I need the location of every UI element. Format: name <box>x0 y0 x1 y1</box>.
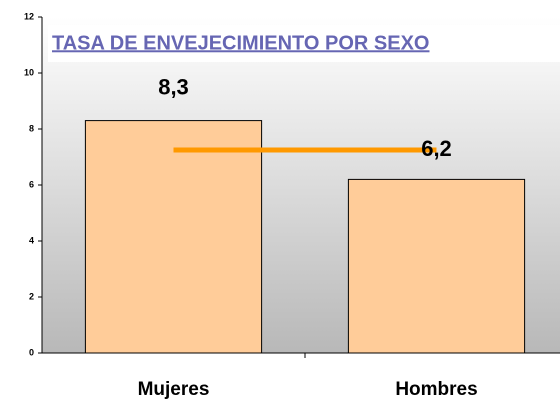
value-label: 6,2 <box>421 136 452 161</box>
value-label: 8,3 <box>158 74 189 99</box>
chart-title: TASA DE ENVEJECIMIENTO POR SEXO <box>52 32 429 54</box>
bar <box>84 120 263 354</box>
y-tick-label: 10 <box>24 67 34 77</box>
x-tick-label: Mujeres <box>138 379 210 400</box>
bar <box>347 178 526 354</box>
title-box <box>48 25 560 62</box>
y-tick-label: 4 <box>29 235 34 245</box>
x-tick-label: Hombres <box>395 379 477 400</box>
y-tick-label: 12 <box>24 11 34 21</box>
y-tick-label: 8 <box>29 123 34 133</box>
y-tick-label: 2 <box>29 291 34 301</box>
y-tick-label: 0 <box>29 347 34 357</box>
y-tick-label: 6 <box>29 179 34 189</box>
